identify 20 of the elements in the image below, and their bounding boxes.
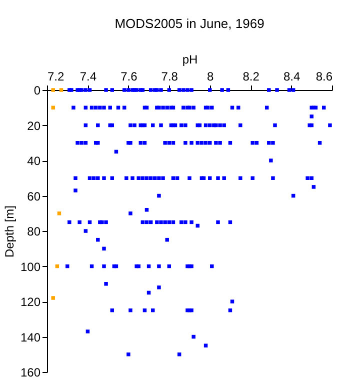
x-tick-label: 8: [207, 70, 214, 84]
y-tick-label: 0: [34, 84, 41, 98]
y-tick-label: 100: [20, 260, 41, 274]
y-tick-label: 80: [27, 224, 41, 238]
y-tick-label: 160: [20, 366, 41, 380]
y-tick-label: 60: [27, 189, 41, 204]
y-tick-label: 40: [27, 154, 41, 168]
x-tick-label: 7.4: [80, 70, 97, 84]
y-tick-label: 20: [27, 118, 41, 133]
x-tick-label: 8.2: [242, 70, 260, 84]
x-tick-label: 7.8: [161, 70, 178, 84]
x-tick-label: 7.2: [48, 70, 65, 84]
x-tick-label: 8.4: [283, 70, 300, 84]
chart-title: MODS2005 in June, 1969: [114, 16, 264, 31]
x-tick-label: 8.6: [316, 70, 333, 84]
y-tick-label: 140: [20, 330, 41, 344]
y-axis-title: Depth [m]: [2, 205, 16, 258]
x-axis-title: pH: [182, 52, 198, 66]
y-tick-label: 120: [20, 295, 41, 309]
x-tick-label: 7.6: [120, 70, 138, 84]
